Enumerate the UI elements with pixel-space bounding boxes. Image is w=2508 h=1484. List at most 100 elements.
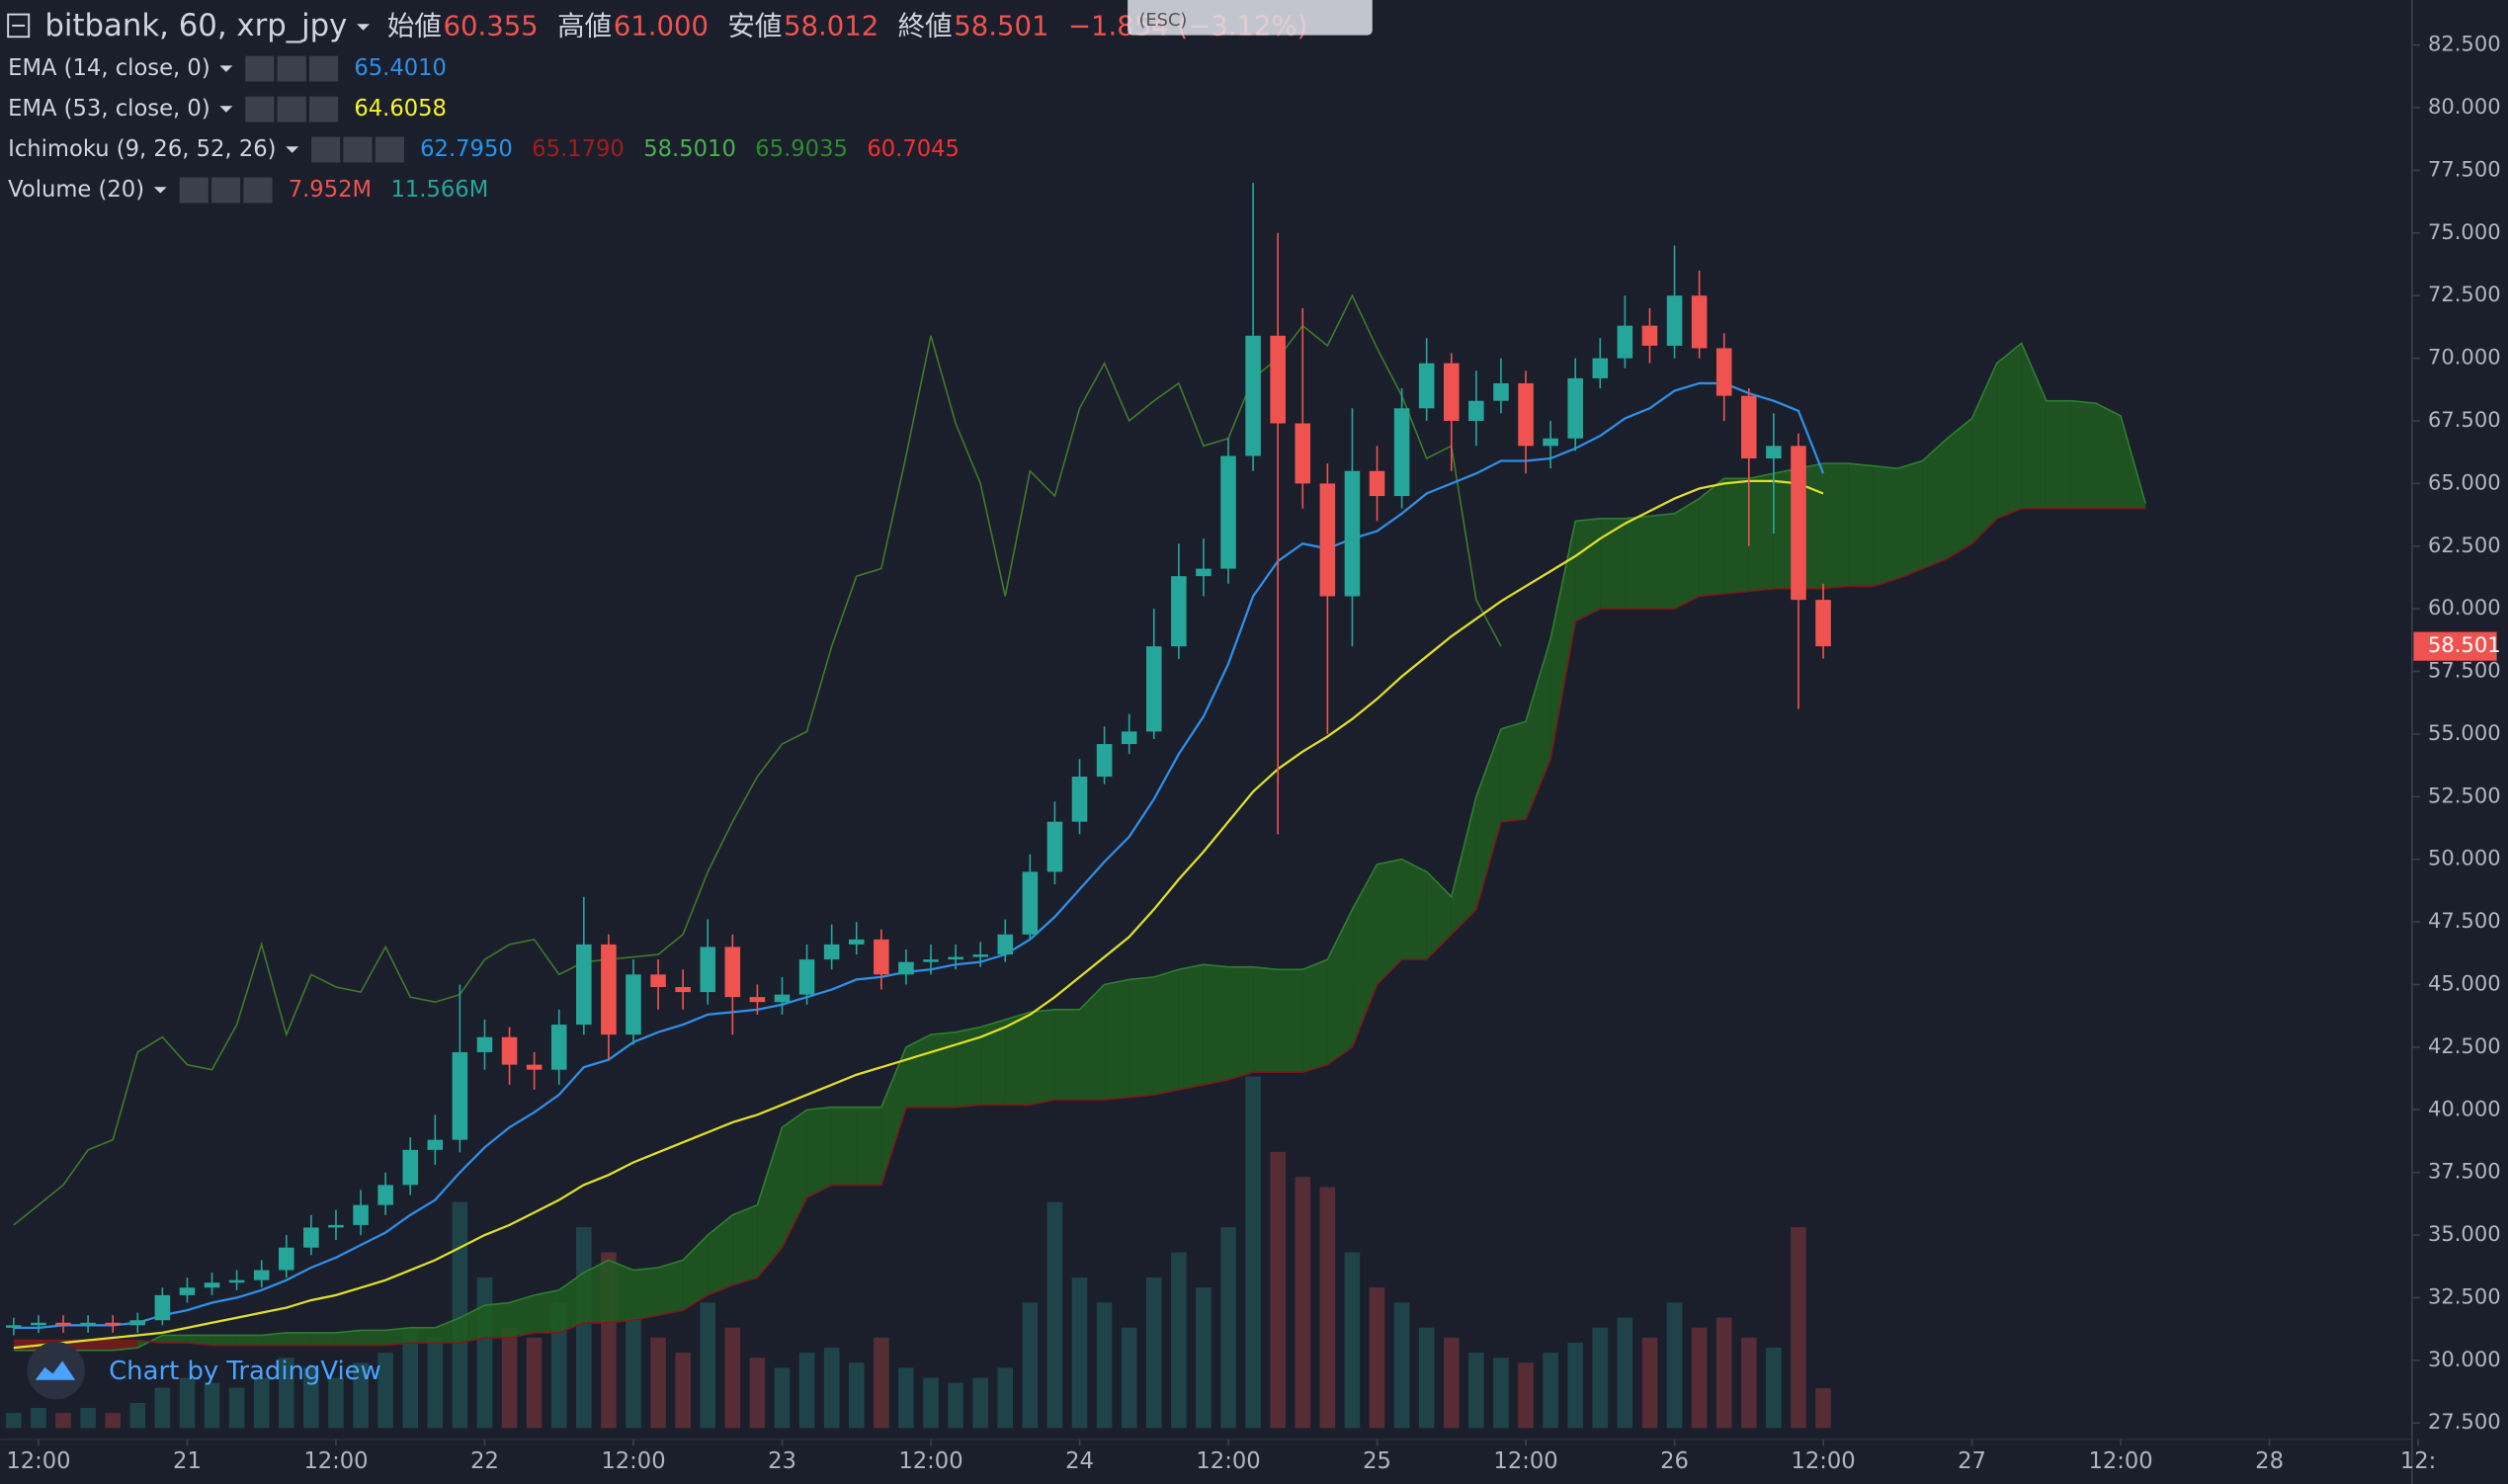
ema53-line [13, 479, 1824, 1350]
indicator-button [309, 96, 339, 123]
x-tick-label: 12:00 [1493, 1448, 1557, 1474]
indicator-button [243, 177, 273, 204]
candle-body [154, 1294, 171, 1321]
volume-bar [997, 1367, 1014, 1429]
candle-body [1369, 470, 1385, 497]
candle-body [1344, 470, 1361, 597]
x-tick-label: 23 [768, 1448, 796, 1474]
watermark-text: Chart by TradingView [109, 1357, 381, 1386]
candle-body [1071, 777, 1088, 822]
dropdown-caret [219, 106, 233, 113]
candle-body [576, 944, 592, 1026]
indicator-button [309, 55, 339, 82]
cloud-segment [1699, 478, 1724, 597]
y-tick-label: 67.500 [2428, 407, 2501, 432]
cloud-segment [831, 1107, 857, 1186]
candle-body [700, 947, 716, 993]
cloud-segment [1823, 463, 1849, 589]
cloud-segment [410, 1327, 436, 1344]
last-price-label: 58.501 [2428, 632, 2501, 657]
watermark: Chart by TradingView [27, 1341, 381, 1400]
x-tick-label: 25 [1363, 1448, 1391, 1474]
volume-bar [328, 1377, 344, 1429]
volume-bar [1022, 1302, 1039, 1429]
cloud-segment [2046, 400, 2071, 509]
candle-body [1617, 325, 1633, 359]
cloud-segment [435, 1317, 460, 1344]
cloud-segment [162, 1335, 188, 1344]
volume-bar [1715, 1317, 1732, 1429]
ohlc-value: 58.501 [954, 11, 1048, 42]
candle-body [923, 959, 939, 962]
x-tick-label: 12:00 [898, 1448, 962, 1474]
x-tick-label: 12:00 [6, 1448, 70, 1474]
cloud-segment [1873, 465, 1898, 587]
candle-body [724, 947, 741, 998]
candle-body [1766, 446, 1782, 459]
y-tick-label: 50.000 [2428, 846, 2501, 870]
volume-bar [228, 1387, 245, 1429]
candle-body [31, 1322, 46, 1326]
volume-bar [1468, 1353, 1484, 1429]
candle-body [972, 954, 988, 957]
cloud-segment [980, 1019, 1006, 1106]
volume-bar [749, 1358, 766, 1429]
cloud-segment [335, 1330, 362, 1346]
cloud-segment [2070, 400, 2096, 509]
cloud-segment [1401, 859, 1427, 960]
volume-bar [650, 1337, 666, 1429]
indicator-name: Ichimoku (9, 26, 52, 26) [8, 136, 276, 162]
volume-bar [1518, 1362, 1534, 1429]
candle-body [1691, 295, 1708, 349]
cloud-segment [1426, 871, 1452, 960]
cloud-segment [1575, 518, 1601, 621]
cloud-segment [1475, 728, 1501, 910]
volume-bar [675, 1353, 691, 1429]
candle-body [874, 939, 889, 975]
cloud-segment [385, 1327, 411, 1346]
cloud-segment [956, 1027, 981, 1108]
candle-body [675, 987, 691, 993]
cloud-segment [1054, 1009, 1080, 1101]
x-tick-label: 24 [1065, 1448, 1094, 1474]
volume-bar [1741, 1337, 1757, 1429]
candle-body [1666, 295, 1683, 346]
cloud-segment [806, 1107, 832, 1197]
y-tick-label: 65.000 [2428, 469, 2501, 494]
tooltip-text: (ESC) [1138, 10, 1187, 31]
x-tick-label: 21 [173, 1448, 202, 1474]
y-tick-label: 47.500 [2428, 908, 2501, 933]
y-tick-label: 37.500 [2428, 1159, 2501, 1184]
indicator-button [343, 136, 373, 163]
y-tick-label: 52.500 [2428, 783, 2501, 807]
candle-body [1171, 576, 1187, 647]
cloud-segment [484, 1302, 510, 1338]
y-tick-label: 60.000 [2428, 595, 2501, 619]
cloud-segment [261, 1332, 287, 1346]
legend: bitbank, 60, xrp_jpy 始値 60.355 高値 61.000 安値 58… [7, 8, 1307, 204]
volume-bar [1493, 1358, 1509, 1429]
candle-body [1096, 744, 1113, 778]
candle-body [1121, 731, 1137, 745]
volume-bar [923, 1377, 939, 1429]
volume-bar [452, 1201, 468, 1429]
candle-body [1220, 455, 1236, 569]
volume-bar [105, 1413, 121, 1429]
volume-bar [700, 1302, 716, 1429]
ohlc-label: 高値 [557, 11, 612, 42]
indicator-value: 65.9035 [755, 136, 848, 162]
candle-body [1046, 821, 1063, 872]
candle-body [303, 1227, 319, 1248]
cloud-segment [931, 1031, 957, 1108]
volume-bar [774, 1367, 791, 1429]
volume-bar [427, 1337, 444, 1429]
candle-layer [6, 183, 1831, 1336]
candle-body [1791, 446, 1806, 601]
candle-body [1418, 363, 1435, 409]
candle-body [1319, 483, 1336, 597]
candle-body [774, 994, 791, 1003]
volume-bar [1567, 1342, 1583, 1429]
candle-body [204, 1282, 220, 1288]
